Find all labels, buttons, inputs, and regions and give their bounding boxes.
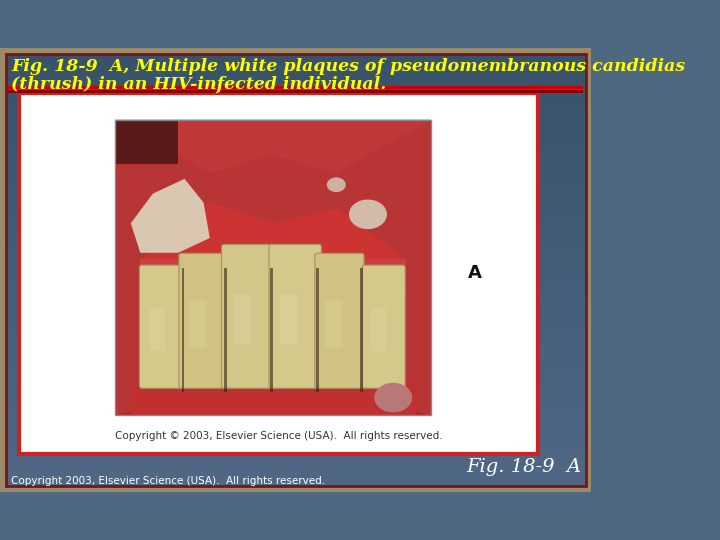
Bar	[0, 196, 591, 204]
Bar	[0, 163, 591, 172]
Bar	[0, 434, 591, 442]
Bar	[0, 98, 591, 106]
Bar	[0, 237, 591, 245]
FancyBboxPatch shape	[189, 300, 207, 348]
Bar	[115, 120, 179, 164]
Bar	[8, 90, 583, 93]
FancyBboxPatch shape	[233, 295, 251, 345]
Bar	[0, 254, 591, 262]
Bar	[225, 267, 227, 392]
Bar	[181, 267, 184, 392]
FancyBboxPatch shape	[179, 253, 228, 388]
Bar	[0, 418, 591, 426]
Bar	[0, 139, 591, 147]
Text: Fig. 18-9  A, Multiple white plaques of pseudomembranous candidias: Fig. 18-9 A, Multiple white plaques of p…	[12, 58, 685, 75]
Bar	[316, 267, 318, 392]
Bar	[0, 286, 591, 295]
Bar	[0, 106, 591, 114]
Bar	[0, 245, 591, 254]
Bar	[0, 147, 591, 155]
Bar	[115, 120, 431, 415]
Bar	[0, 122, 591, 130]
Bar	[0, 459, 591, 467]
Bar	[0, 155, 591, 163]
Bar	[0, 89, 591, 98]
Polygon shape	[131, 179, 210, 253]
FancyBboxPatch shape	[149, 308, 166, 351]
Bar	[0, 81, 591, 89]
Bar	[131, 380, 415, 415]
Bar	[0, 48, 591, 57]
FancyBboxPatch shape	[269, 245, 321, 388]
FancyBboxPatch shape	[280, 295, 298, 345]
Bar	[0, 270, 591, 278]
Text: Copyright © 2003, Elsevier Science (USA).  All rights reserved.: Copyright © 2003, Elsevier Science (USA)…	[114, 431, 442, 441]
Bar	[0, 377, 591, 385]
Bar	[115, 120, 431, 415]
Bar	[0, 221, 591, 229]
Bar	[0, 295, 591, 303]
Bar	[0, 278, 591, 286]
Bar	[0, 130, 591, 139]
Bar	[0, 483, 591, 492]
Bar	[0, 352, 591, 360]
Bar	[0, 344, 591, 352]
Polygon shape	[147, 202, 400, 291]
Bar	[0, 213, 591, 221]
Bar	[0, 451, 591, 459]
Bar	[0, 188, 591, 196]
Text: (thrush) in an HIV-infected individual.: (thrush) in an HIV-infected individual.	[12, 76, 387, 93]
Bar	[0, 368, 591, 377]
Polygon shape	[115, 120, 431, 173]
Ellipse shape	[327, 177, 346, 192]
Text: Fig. 18-9  A: Fig. 18-9 A	[467, 458, 582, 476]
FancyBboxPatch shape	[362, 265, 405, 388]
Bar	[270, 267, 273, 392]
Bar	[0, 311, 591, 319]
Polygon shape	[115, 392, 431, 415]
Bar	[0, 180, 591, 188]
Text: Copyright 2003, Elsevier Science (USA).  All rights reserved.: Copyright 2003, Elsevier Science (USA). …	[12, 476, 325, 486]
Bar	[0, 410, 591, 418]
Bar	[0, 303, 591, 311]
Bar	[0, 229, 591, 237]
Bar	[0, 327, 591, 336]
Bar	[0, 262, 591, 270]
Text: A: A	[467, 265, 482, 282]
FancyBboxPatch shape	[140, 265, 186, 388]
Bar	[0, 73, 591, 81]
Bar	[0, 385, 591, 393]
Bar	[0, 114, 591, 122]
Bar	[0, 319, 591, 327]
Bar	[0, 360, 591, 368]
Bar	[0, 336, 591, 344]
Ellipse shape	[349, 200, 387, 229]
Bar	[0, 475, 591, 483]
Bar	[0, 426, 591, 434]
Bar	[0, 204, 591, 213]
Bar	[0, 401, 591, 410]
Bar	[21, 95, 536, 453]
FancyBboxPatch shape	[222, 245, 274, 388]
Ellipse shape	[374, 383, 412, 413]
Bar	[0, 393, 591, 401]
FancyBboxPatch shape	[325, 300, 343, 348]
Bar	[0, 442, 591, 451]
Bar	[8, 86, 583, 89]
Bar	[0, 57, 591, 65]
Bar	[140, 259, 406, 294]
Bar	[0, 65, 591, 73]
FancyBboxPatch shape	[372, 308, 387, 351]
Bar	[0, 172, 591, 180]
FancyBboxPatch shape	[315, 253, 364, 388]
Bar	[19, 93, 538, 454]
Bar	[0, 467, 591, 475]
Bar	[361, 267, 363, 392]
